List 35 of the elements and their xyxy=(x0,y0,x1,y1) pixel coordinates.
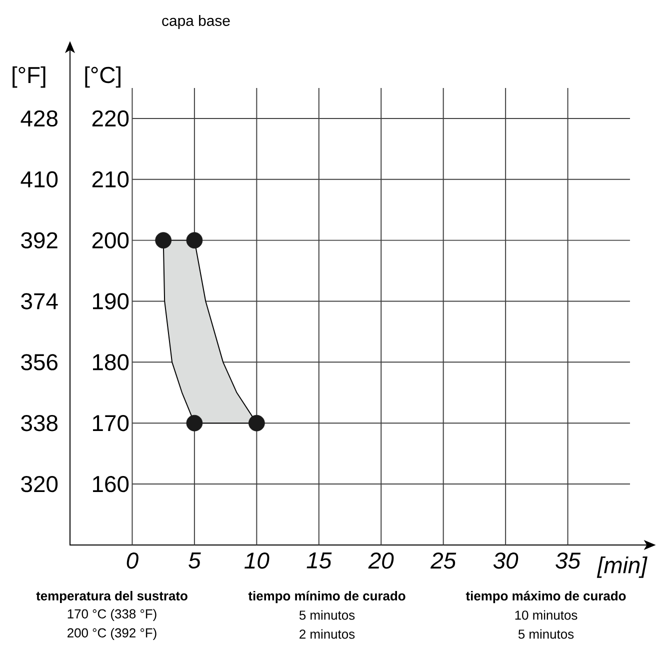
y-tick-label: 160 xyxy=(93,476,129,492)
x-tick-label: 20 xyxy=(368,552,394,569)
x-tick-label: 10 xyxy=(244,552,270,569)
y2-tick-label: 392 xyxy=(21,232,58,248)
y-tick-label: 210 xyxy=(92,171,129,188)
text: 5 minutos xyxy=(518,629,574,639)
y-tick-label: 190 xyxy=(93,293,129,310)
y2-axis-title: [°F] xyxy=(12,66,46,88)
y2-tick-label: 338 xyxy=(21,415,58,432)
text: tiempo máximo de curado xyxy=(466,590,626,604)
y-tick-label: 220 xyxy=(92,110,129,127)
text: 170 °C (338 °F) xyxy=(68,608,156,622)
y2-tick-label: 428 xyxy=(20,110,58,127)
y2-tick-label: 374 xyxy=(21,293,58,310)
y2-tick-label: 356 xyxy=(21,354,58,370)
x-tick-label: 30 xyxy=(493,552,518,569)
y2-tick-label: 410 xyxy=(20,171,58,188)
text: 5 minutos xyxy=(299,610,355,620)
x-axis-title: [min] xyxy=(596,556,648,578)
text: 200 °C (392 °F) xyxy=(68,628,156,640)
y-tick-label: 180 xyxy=(93,354,129,370)
x-tick-label: 5 xyxy=(188,552,201,568)
text: 2 minutos xyxy=(300,629,355,639)
y2-tick-label: 320 xyxy=(21,476,58,492)
x-tick-label: 15 xyxy=(306,552,332,568)
x-tick-label: 0 xyxy=(126,552,138,569)
y-axis-title: [°C] xyxy=(85,66,120,88)
y-tick-label: 170 xyxy=(93,415,129,432)
text: 10 minutos xyxy=(515,610,578,620)
text: temperatura del sustrato xyxy=(36,590,188,604)
text: tiempo mínimo de curado xyxy=(248,590,406,604)
x-tick-label: 35 xyxy=(556,552,581,569)
y-tick-label: 200 xyxy=(92,232,129,248)
x-tick-label: 25 xyxy=(430,552,456,569)
chart-title: capa base xyxy=(162,15,230,29)
